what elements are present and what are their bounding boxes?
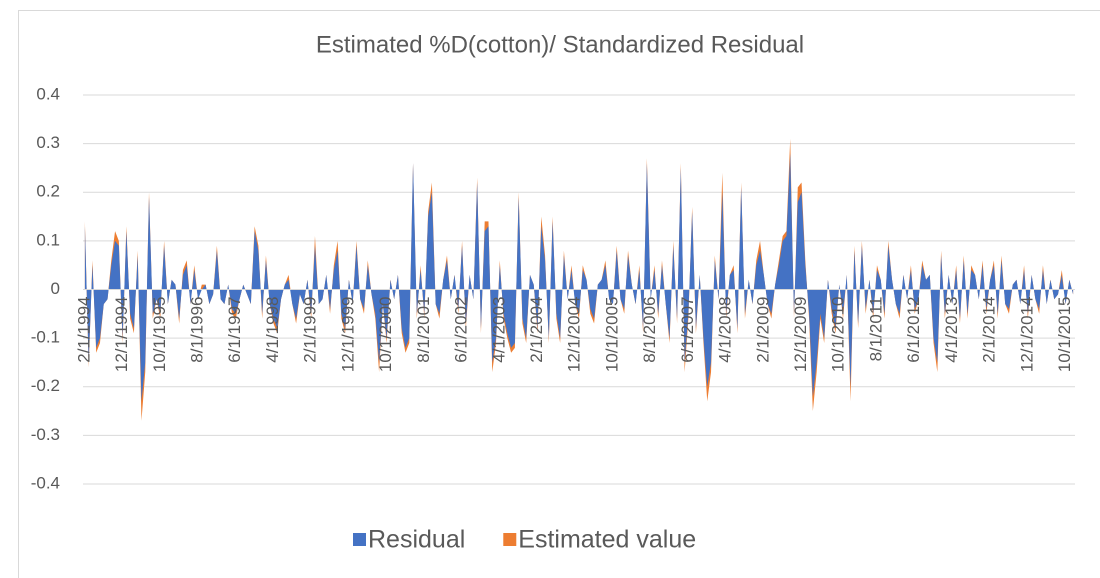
y-tick-label: -0.4	[31, 473, 60, 492]
chart-title: Estimated %D(cotton)/ Standardized Resid…	[316, 31, 804, 58]
x-tick-label: 2/1/2004	[527, 297, 546, 363]
y-tick-label: 0.4	[36, 84, 60, 103]
x-tick-label: 4/1/1998	[263, 297, 282, 363]
x-tick-label: 8/1/1996	[188, 297, 207, 363]
y-tick-label: 0.3	[36, 133, 60, 152]
x-tick-label: 4/1/2008	[716, 297, 735, 363]
y-tick-label: -0.1	[31, 328, 60, 347]
y-tick-label: -0.2	[31, 376, 60, 395]
y-tick-label: 0	[51, 279, 60, 298]
x-tick-label: 12/1/1999	[338, 297, 357, 373]
legend-label: Residual	[368, 526, 465, 554]
x-tick-label: 10/1/1995	[150, 297, 169, 373]
x-tick-label: 4/1/2003	[489, 297, 508, 363]
x-tick-label: 4/1/2013	[942, 297, 961, 363]
x-tick-label: 8/1/2006	[640, 297, 659, 363]
y-tick-label: -0.3	[31, 425, 60, 444]
x-tick-label: 12/1/2014	[1017, 297, 1036, 373]
x-tick-label: 10/1/2015	[1055, 297, 1074, 373]
x-tick-label: 12/1/2009	[791, 297, 810, 373]
x-tick-label: 6/1/2012	[904, 297, 923, 363]
x-tick-label: 2/1/2014	[980, 297, 999, 363]
x-tick-label: 10/1/2010	[829, 297, 848, 373]
x-tick-label: 10/1/2000	[376, 297, 395, 373]
legend-swatch	[503, 533, 517, 546]
x-tick-label: 2/1/2009	[753, 297, 772, 363]
x-tick-label: 12/1/2004	[565, 297, 584, 373]
x-tick-label: 10/1/2005	[602, 297, 621, 373]
x-tick-label: 2/1/1994	[74, 297, 93, 363]
x-tick-label: 8/1/2001	[414, 297, 433, 363]
x-tick-label: 12/1/1994	[112, 297, 131, 373]
legend-label: Estimated value	[518, 526, 696, 554]
x-tick-label: 6/1/2002	[452, 297, 471, 363]
y-tick-label: 0.1	[36, 230, 60, 249]
y-tick-label: 0.2	[36, 182, 60, 201]
legend-swatch	[353, 533, 366, 546]
x-tick-label: 6/1/1997	[225, 297, 244, 363]
x-tick-label: 2/1/1999	[301, 297, 320, 363]
x-tick-label: 8/1/2011	[866, 297, 885, 362]
x-tick-label: 6/1/2007	[678, 297, 697, 363]
